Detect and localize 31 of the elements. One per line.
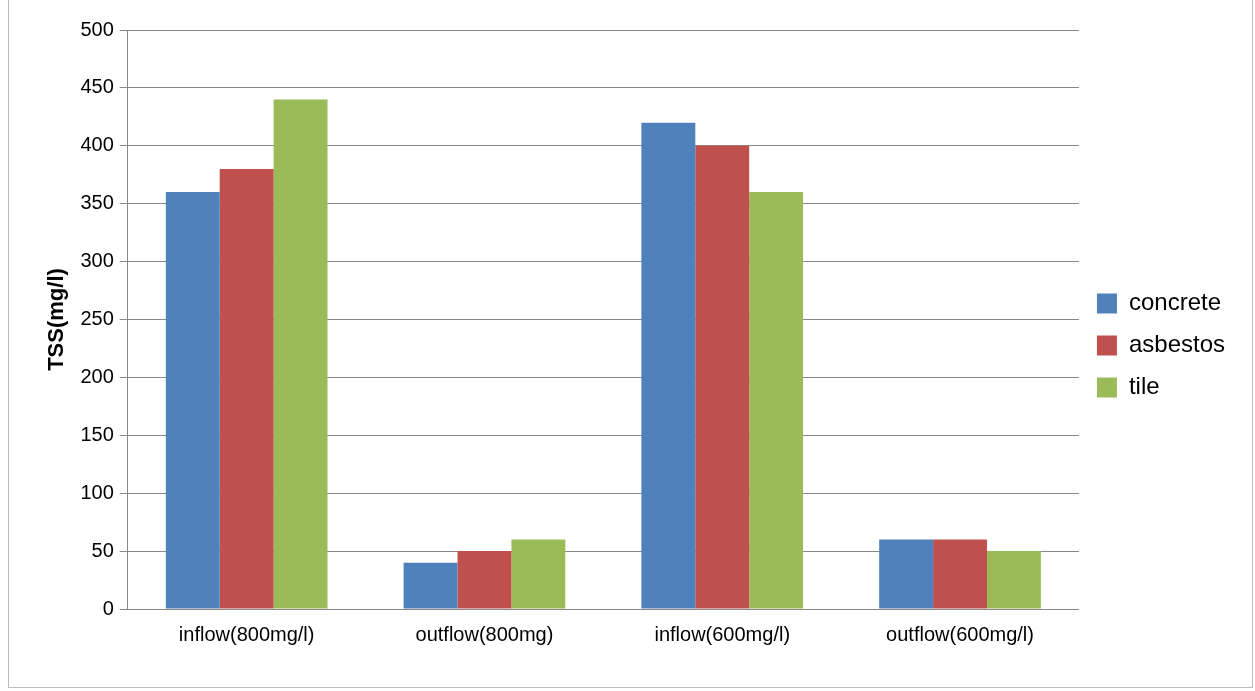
y-tick-label: 500 [80, 17, 114, 40]
x-tick-label: outflow(800mg) [415, 622, 554, 645]
bar [511, 539, 566, 609]
y-tick-label: 450 [80, 75, 114, 98]
bar [933, 539, 987, 609]
bar [457, 551, 512, 609]
legend-label: concrete [1128, 288, 1221, 316]
bar [749, 192, 804, 609]
bar [165, 192, 220, 609]
x-tick-label: inflow(600mg/l) [654, 622, 791, 645]
bar [641, 122, 696, 609]
y-tick-label: 50 [91, 538, 114, 561]
y-tick-label: 100 [80, 480, 114, 503]
y-tick-label: 400 [80, 133, 114, 156]
bar [403, 562, 458, 609]
y-tick-label: 150 [80, 422, 114, 445]
legend-label: tile [1128, 372, 1160, 400]
y-tick-label: 350 [80, 191, 114, 214]
bar [219, 168, 274, 609]
bar [273, 99, 328, 609]
bar [879, 539, 934, 609]
y-tick-label: 300 [80, 249, 114, 272]
x-tick-label: inflow(800mg/l) [178, 622, 315, 645]
bar [987, 551, 1041, 609]
y-tick-label: 0 [102, 596, 114, 619]
y-tick-label: 250 [80, 307, 114, 330]
y-axis-title: TSS(mg/l) [43, 268, 69, 371]
bar [695, 145, 750, 609]
y-tick-label: 200 [80, 364, 114, 387]
legend-label: asbestos [1128, 330, 1225, 358]
x-tick-label: outflow(600mg/l) [886, 622, 1034, 645]
